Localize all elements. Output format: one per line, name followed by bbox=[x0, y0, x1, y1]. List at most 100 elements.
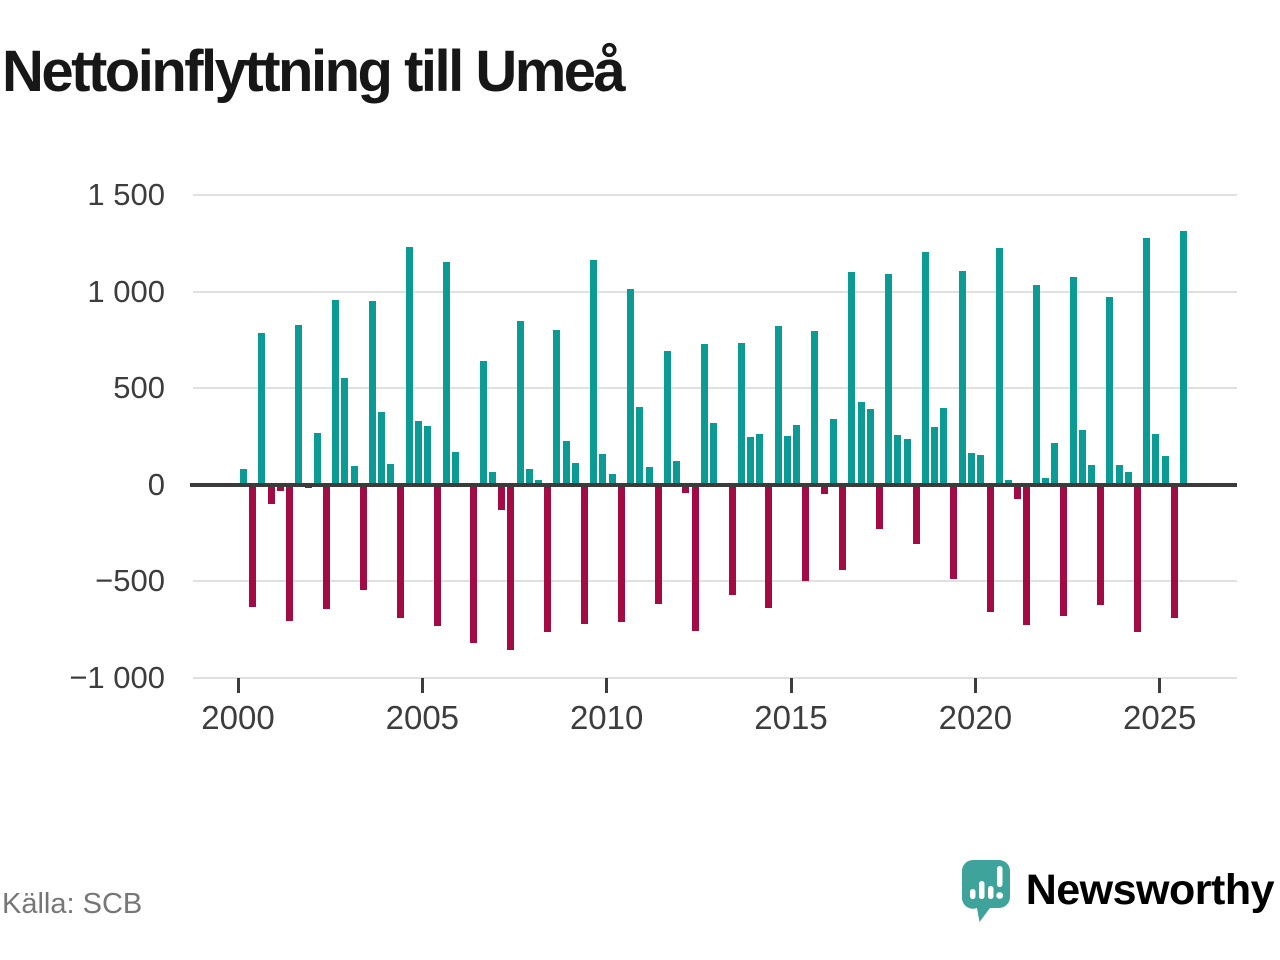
bar-2004-Q4 bbox=[415, 421, 423, 485]
bar-2020-Q4 bbox=[1005, 479, 1012, 485]
bar-2005-Q3 bbox=[442, 261, 450, 485]
gridline-−500 bbox=[193, 580, 1237, 583]
bar-2022-Q4 bbox=[1078, 429, 1086, 485]
bar-2015-Q4 bbox=[820, 484, 828, 495]
x-tick-2020 bbox=[973, 678, 977, 693]
y-tick-label-4: −500 bbox=[95, 563, 165, 599]
plot-area: 2000 2005 2010 2015 2020 2025 bbox=[190, 194, 1237, 736]
bar-2019-Q1 bbox=[940, 408, 948, 485]
bar-2003-Q1 bbox=[350, 466, 358, 485]
bar-2000-Q4 bbox=[267, 484, 275, 505]
bar-2012-Q2 bbox=[691, 484, 699, 631]
x-tick-2015 bbox=[789, 678, 793, 693]
bar-2017-Q4 bbox=[894, 434, 902, 485]
bar-2014-Q2 bbox=[765, 484, 773, 609]
x-tick-label-2010: 2010 bbox=[569, 699, 644, 736]
bar-2014-Q4 bbox=[783, 435, 791, 485]
bar-2001-Q3 bbox=[295, 325, 303, 485]
bar-2005-Q1 bbox=[424, 425, 432, 485]
bar-2020-Q1 bbox=[977, 454, 985, 485]
bar-2005-Q4 bbox=[451, 451, 459, 485]
bar-2017-Q3 bbox=[885, 274, 893, 485]
x-tick-label-2000: 2000 bbox=[201, 699, 275, 736]
bar-2020-Q2 bbox=[986, 484, 994, 613]
bar-2003-Q4 bbox=[378, 412, 386, 485]
bar-2013-Q4 bbox=[746, 436, 754, 485]
bar-2021-Q2 bbox=[1023, 484, 1031, 625]
y-tick-label-5: −1 000 bbox=[69, 660, 165, 695]
bar-2007-Q1 bbox=[498, 484, 506, 510]
bar-2006-Q3 bbox=[479, 361, 487, 485]
bar-2010-Q1 bbox=[608, 474, 616, 485]
bar-2025-Q3 bbox=[1180, 230, 1188, 485]
bar-2003-Q3 bbox=[369, 301, 377, 485]
bar-2015-Q1 bbox=[793, 424, 801, 485]
y-axis-labels: 1 500 1 000 500 0 −500 −1 000 bbox=[20, 178, 165, 695]
bar-2023-Q2 bbox=[1097, 484, 1105, 605]
bar-2024-Q4 bbox=[1152, 433, 1160, 485]
bar-2018-Q1 bbox=[903, 439, 911, 485]
gridline-−1000 bbox=[193, 677, 1237, 679]
bar-2005-Q2 bbox=[433, 484, 441, 626]
zero-axis-line bbox=[190, 482, 1237, 487]
bar-2016-Q3 bbox=[848, 272, 856, 485]
y-tick-label-2: 500 bbox=[113, 370, 165, 406]
newsworthy-icon bbox=[961, 860, 1010, 922]
x-tick-2005 bbox=[420, 678, 424, 693]
bar-2002-Q2 bbox=[322, 484, 330, 610]
source-note: Källa: SCB bbox=[2, 888, 143, 920]
bar-2001-Q2 bbox=[286, 484, 294, 621]
bar-2021-Q1 bbox=[1014, 484, 1022, 500]
bar-2016-Q2 bbox=[839, 484, 847, 570]
bar-2000-Q3 bbox=[258, 333, 266, 485]
bar-2022-Q3 bbox=[1069, 277, 1077, 485]
bar-2018-Q3 bbox=[922, 251, 930, 485]
bar-2009-Q4 bbox=[599, 453, 607, 485]
brand-logo: Newsworthy bbox=[958, 856, 1275, 924]
bar-2008-Q2 bbox=[544, 484, 552, 632]
bar-2022-Q1 bbox=[1051, 443, 1059, 485]
bar-2023-Q1 bbox=[1087, 465, 1095, 485]
bar-2014-Q3 bbox=[774, 326, 782, 485]
bar-2014-Q1 bbox=[756, 433, 764, 485]
bar-2019-Q3 bbox=[958, 271, 966, 485]
bar-2023-Q4 bbox=[1115, 465, 1123, 485]
brand-name: Newsworthy bbox=[1025, 865, 1275, 914]
bar-2024-Q1 bbox=[1124, 472, 1132, 485]
bar-2006-Q4 bbox=[488, 472, 496, 485]
gridline-1500 bbox=[193, 194, 1237, 196]
bar-2009-Q3 bbox=[590, 259, 598, 485]
bar-2019-Q4 bbox=[968, 452, 976, 485]
bar-2024-Q2 bbox=[1134, 484, 1142, 632]
bar-2024-Q3 bbox=[1143, 237, 1151, 485]
bar-2000-Q1 bbox=[240, 469, 247, 485]
bar-2025-Q1 bbox=[1161, 455, 1169, 485]
bar-2015-Q2 bbox=[802, 484, 810, 582]
bar-2012-Q3 bbox=[700, 343, 708, 485]
bar-2011-Q4 bbox=[673, 460, 681, 485]
bar-2016-Q4 bbox=[857, 401, 865, 485]
bar-2012-Q4 bbox=[710, 422, 718, 485]
bar-2025-Q2 bbox=[1170, 484, 1178, 619]
bar-2009-Q1 bbox=[571, 462, 579, 485]
bar-2023-Q3 bbox=[1106, 297, 1114, 485]
bar-2011-Q3 bbox=[663, 351, 671, 485]
bar-2018-Q4 bbox=[931, 426, 939, 485]
bar-2013-Q2 bbox=[728, 484, 736, 595]
bar-2007-Q2 bbox=[507, 484, 515, 650]
bar-2021-Q4 bbox=[1041, 478, 1049, 485]
bar-2017-Q1 bbox=[866, 409, 874, 485]
bar-2007-Q4 bbox=[525, 469, 533, 485]
x-tick-label-2025: 2025 bbox=[1122, 699, 1197, 736]
x-tick-label-2015: 2015 bbox=[754, 699, 828, 736]
x-tick-label-2020: 2020 bbox=[938, 699, 1013, 736]
bar-2010-Q2 bbox=[617, 484, 625, 622]
bar-2016-Q1 bbox=[829, 419, 837, 485]
bar-2008-Q1 bbox=[534, 479, 542, 485]
bar-2018-Q2 bbox=[912, 484, 920, 544]
bar-2017-Q2 bbox=[875, 484, 883, 530]
y-tick-label-3: 0 bbox=[147, 466, 165, 502]
bar-2011-Q1 bbox=[645, 467, 653, 485]
x-tick-label-2005: 2005 bbox=[385, 699, 460, 736]
